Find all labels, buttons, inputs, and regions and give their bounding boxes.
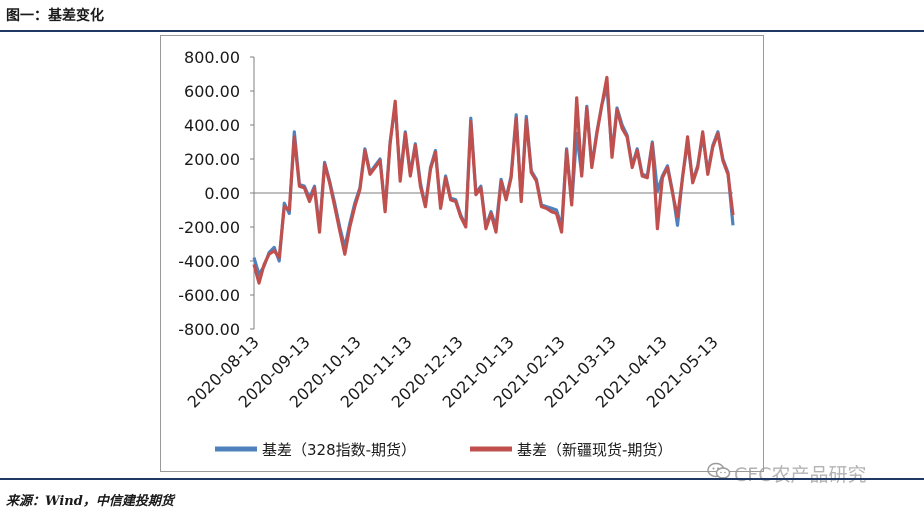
series-line-2 bbox=[252, 75, 735, 285]
y-tick-label: -200.00 bbox=[178, 218, 240, 237]
y-tick-label: -800.00 bbox=[178, 320, 240, 339]
legend-label-series2: 基差（新疆现货-期货） bbox=[517, 441, 672, 459]
y-tick-label: -400.00 bbox=[178, 252, 240, 271]
y-tick-label: 600.00 bbox=[184, 82, 240, 101]
chart-frame bbox=[160, 35, 764, 472]
y-tick-label: 800.00 bbox=[184, 48, 240, 67]
legend-label-series1: 基差（328指数-期货） bbox=[262, 441, 416, 459]
wechat-icon bbox=[707, 462, 731, 479]
figure-title: 图一：基差变化 bbox=[6, 8, 104, 24]
y-tick-label: 0.00 bbox=[204, 184, 240, 203]
y-tick-label: 400.00 bbox=[184, 116, 240, 135]
watermark-text: CFC农产品研究 bbox=[734, 464, 867, 486]
source-note: 来源：Wind，中信建投期货 bbox=[6, 494, 174, 509]
y-tick-label: 200.00 bbox=[184, 150, 240, 169]
bottom-rule bbox=[0, 478, 924, 480]
top-rule bbox=[0, 30, 924, 32]
y-tick-label: -600.00 bbox=[178, 286, 240, 305]
